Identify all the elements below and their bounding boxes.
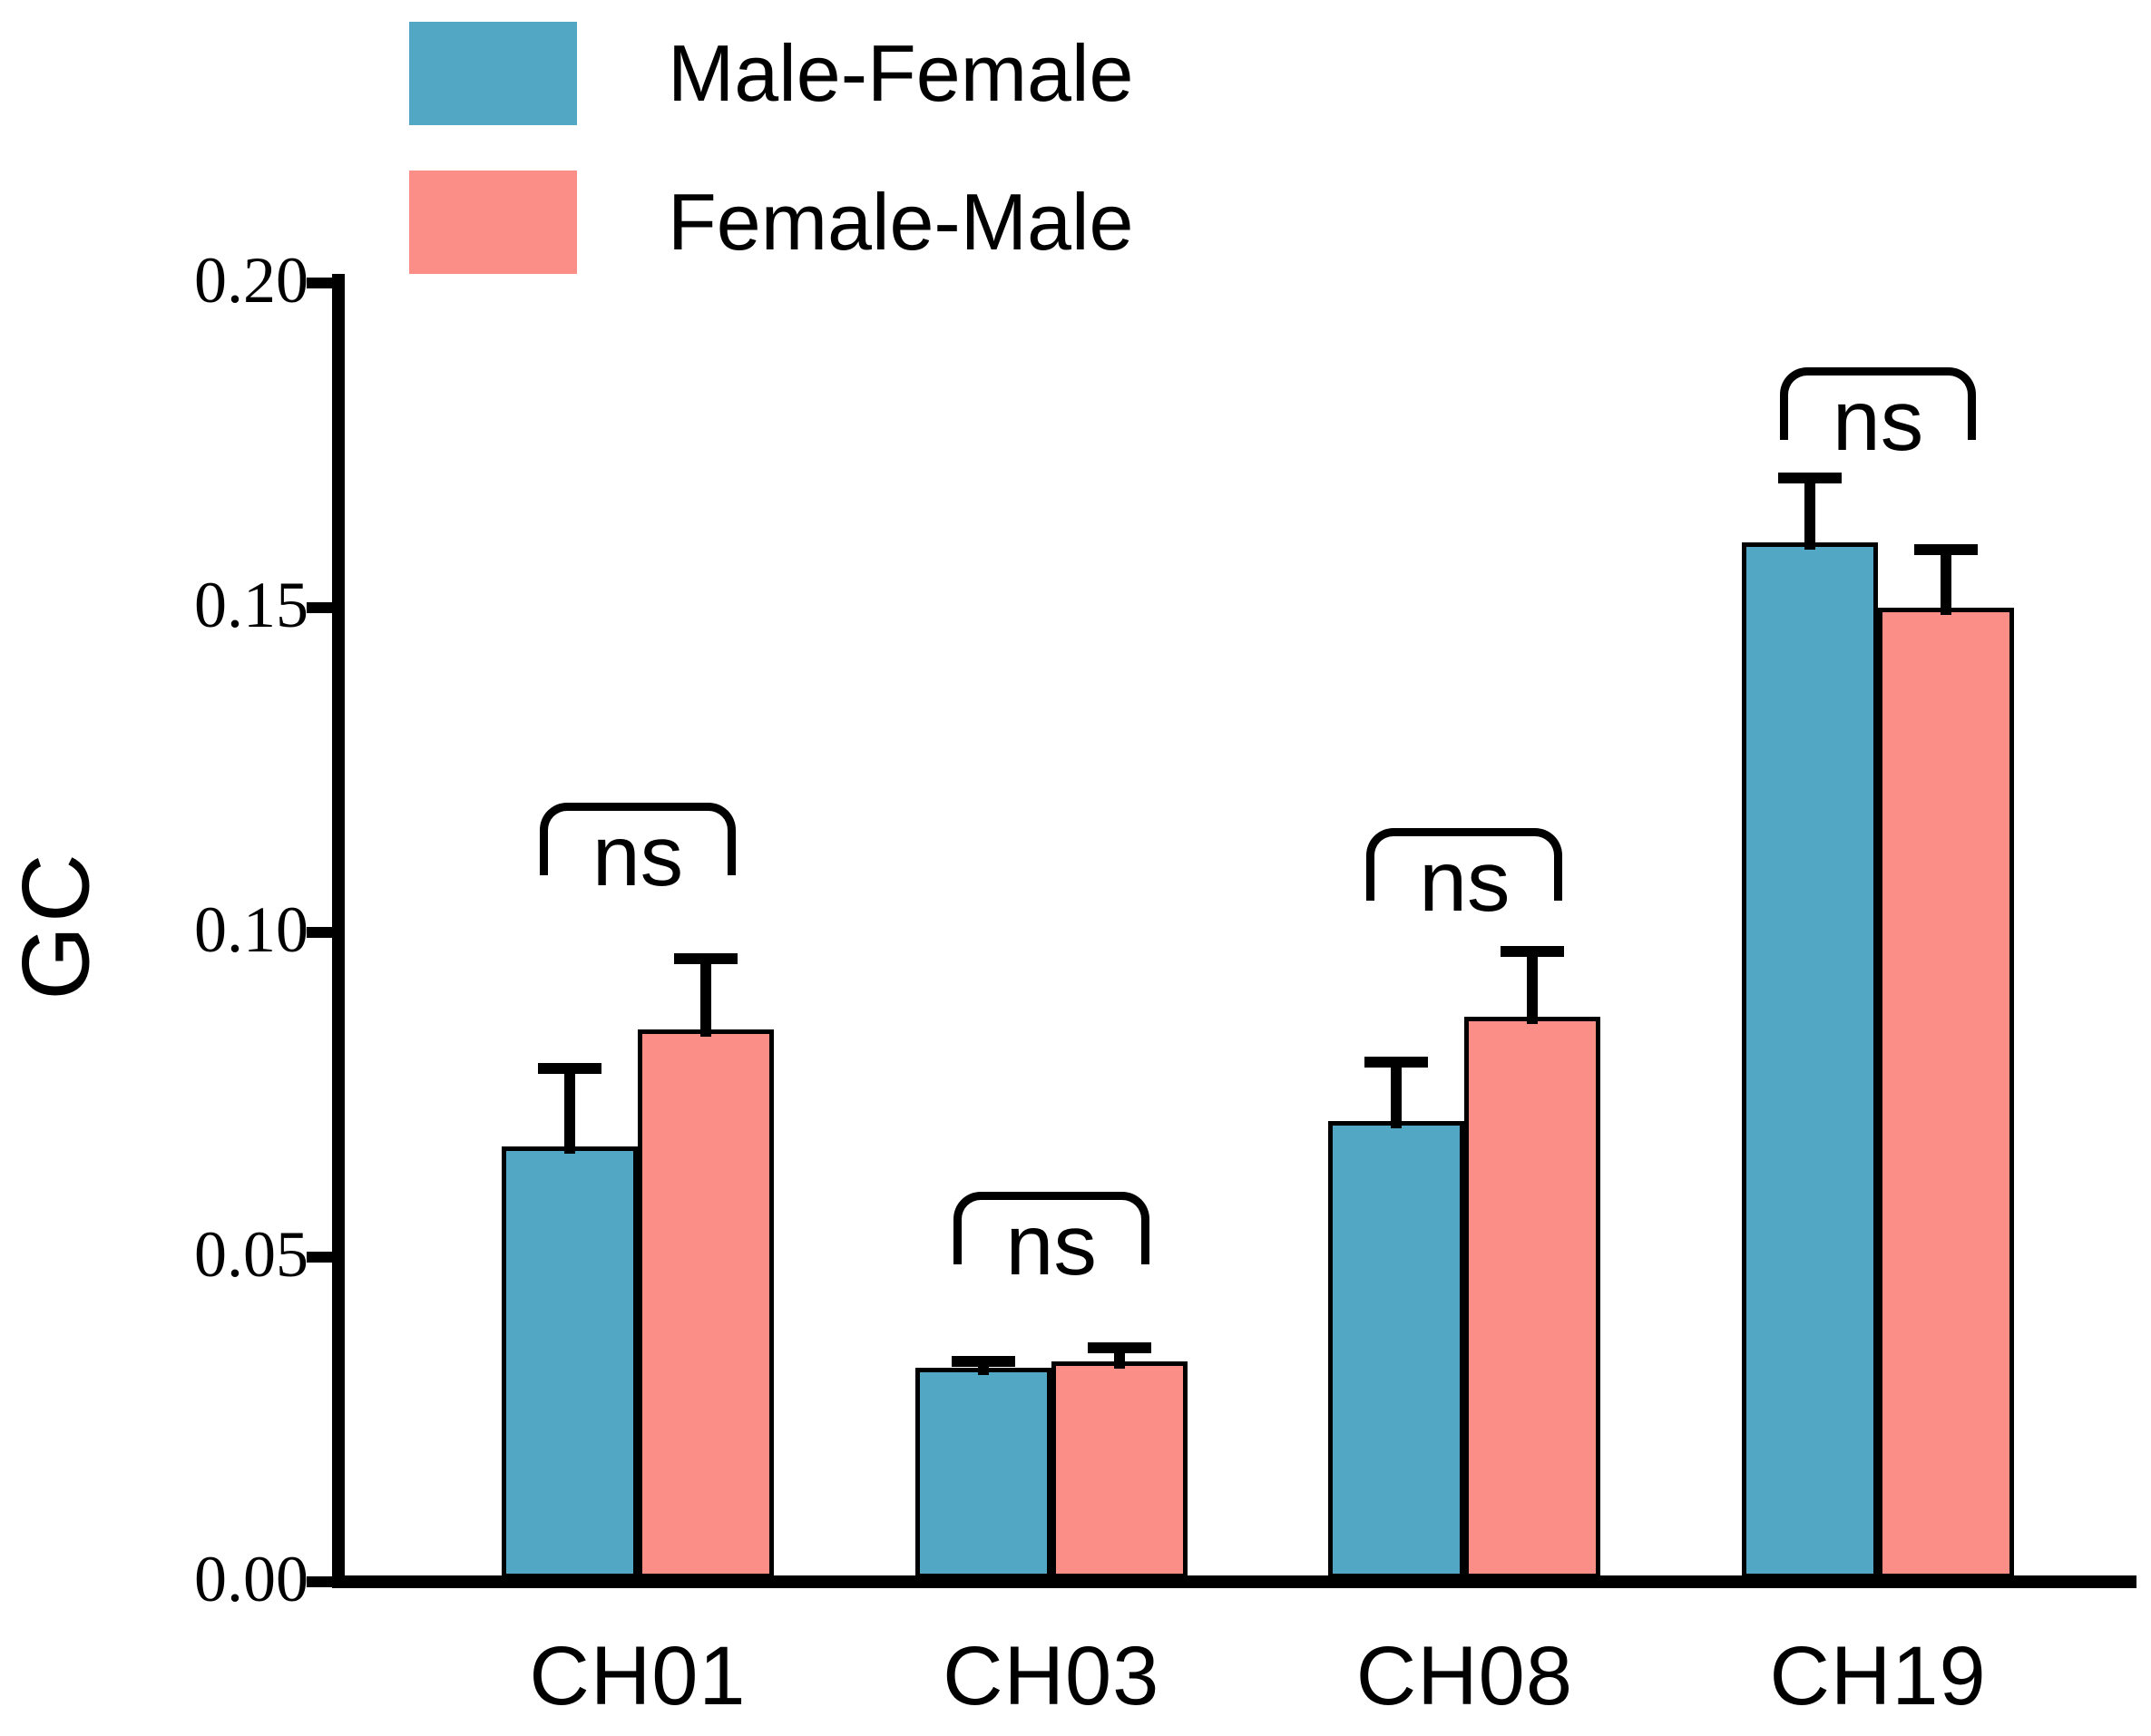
bar-male-female-ch01 bbox=[502, 1146, 638, 1578]
error-bar-male-female-ch19 bbox=[1804, 477, 1816, 551]
ns-bracket-ch03 bbox=[953, 1192, 1149, 1265]
y-tick-mark-0.20 bbox=[307, 278, 332, 288]
y-tick-mark-0.10 bbox=[307, 927, 332, 938]
bar-female-male-ch19 bbox=[1878, 608, 2015, 1578]
error-cap-male-female-ch03 bbox=[951, 1355, 1015, 1367]
bar-female-male-ch08 bbox=[1464, 1017, 1601, 1578]
bar-male-female-ch03 bbox=[914, 1367, 1051, 1578]
error-bar-male-female-ch08 bbox=[1391, 1062, 1403, 1128]
legend-item-male-female: Male-Female bbox=[409, 22, 1133, 125]
legend-swatch-female-male bbox=[409, 171, 577, 274]
error-bar-male-female-ch01 bbox=[564, 1068, 575, 1155]
y-tick-mark-0.15 bbox=[307, 602, 332, 613]
legend-swatch-male-female bbox=[409, 22, 577, 125]
error-bar-female-male-ch19 bbox=[1941, 549, 1952, 615]
bar-female-male-ch03 bbox=[1051, 1361, 1188, 1578]
ns-bracket-ch01 bbox=[540, 802, 736, 875]
x-tick-label-ch03: CH03 bbox=[943, 1630, 1160, 1722]
bar-male-female-ch19 bbox=[1742, 542, 1879, 1578]
y-tick-label-0.00: 0.00 bbox=[194, 1543, 308, 1616]
error-bar-female-male-ch08 bbox=[1527, 951, 1539, 1025]
legend-item-female-male: Female-Male bbox=[409, 171, 1133, 274]
ns-bracket-ch19 bbox=[1780, 367, 1977, 441]
error-bar-female-male-ch01 bbox=[700, 958, 711, 1038]
x-tick-label-ch01: CH01 bbox=[529, 1630, 747, 1722]
error-cap-female-male-ch19 bbox=[1914, 543, 1979, 555]
error-cap-female-male-ch01 bbox=[674, 952, 738, 964]
legend: Male-Female Female-Male bbox=[409, 22, 1133, 319]
y-tick-label-0.05: 0.05 bbox=[194, 1218, 308, 1292]
ns-label-ch08: ns bbox=[1419, 834, 1511, 931]
y-tick-label-0.10: 0.10 bbox=[194, 893, 308, 967]
ns-label-ch03: ns bbox=[1005, 1197, 1097, 1294]
x-tick-label-ch08: CH08 bbox=[1355, 1630, 1573, 1722]
error-cap-male-female-ch08 bbox=[1364, 1057, 1429, 1068]
y-tick-mark-0.00 bbox=[307, 1576, 332, 1587]
legend-label-female-male: Female-Male bbox=[668, 177, 1134, 267]
y-tick-label-0.15: 0.15 bbox=[194, 569, 308, 642]
legend-label-male-female: Male-Female bbox=[668, 28, 1134, 118]
error-cap-male-female-ch19 bbox=[1778, 472, 1843, 483]
y-tick-mark-0.05 bbox=[307, 1252, 332, 1263]
y-axis-spine bbox=[332, 274, 345, 1588]
bar-male-female-ch08 bbox=[1328, 1120, 1465, 1578]
ns-label-ch19: ns bbox=[1832, 373, 1924, 470]
x-tick-label-ch19: CH19 bbox=[1769, 1630, 1987, 1722]
error-cap-female-male-ch03 bbox=[1087, 1342, 1151, 1354]
error-cap-male-female-ch01 bbox=[538, 1063, 601, 1075]
ns-bracket-ch08 bbox=[1366, 828, 1563, 902]
error-cap-female-male-ch08 bbox=[1501, 946, 1565, 958]
ns-label-ch01: ns bbox=[592, 807, 684, 904]
bar-female-male-ch01 bbox=[638, 1029, 774, 1578]
x-axis-spine bbox=[332, 1575, 2136, 1588]
y-tick-label-0.20: 0.20 bbox=[194, 244, 308, 317]
